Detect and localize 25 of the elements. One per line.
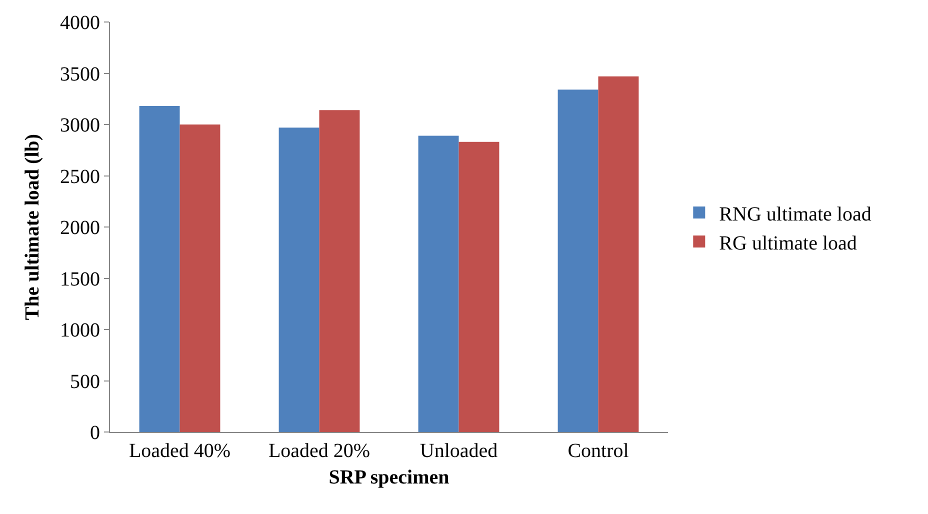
bar — [598, 76, 639, 432]
y-tick-label: 1000 — [60, 320, 100, 342]
y-tick-label: 4000 — [60, 12, 100, 34]
bar — [278, 128, 320, 432]
x-axis-title: SRP specimen — [328, 466, 450, 488]
x-tick-label: Loaded 40% — [128, 440, 231, 462]
y-tick-label: 2500 — [60, 166, 100, 188]
bar — [139, 106, 180, 432]
y-tick-label: 3500 — [60, 63, 100, 86]
bar — [418, 136, 459, 432]
y-tick-label: 500 — [70, 370, 100, 393]
legend-label: RNG ultimate load — [719, 203, 872, 226]
x-tick-label: Unloaded — [420, 440, 498, 462]
y-tick-label: 1500 — [60, 268, 100, 290]
x-tick-label: Loaded 20% — [268, 440, 370, 462]
y-tick-label: 3000 — [60, 114, 100, 136]
y-tick-label: 2000 — [60, 217, 100, 239]
bar — [180, 124, 220, 432]
bar — [319, 110, 360, 432]
legend-label: RG ultimate load — [719, 232, 857, 254]
bar — [458, 142, 500, 432]
x-tick-label: Control — [568, 440, 630, 462]
bar — [558, 90, 598, 432]
y-tick-label: 0 — [90, 422, 100, 444]
y-axis-title: The ultimate load (lb) — [22, 134, 44, 320]
